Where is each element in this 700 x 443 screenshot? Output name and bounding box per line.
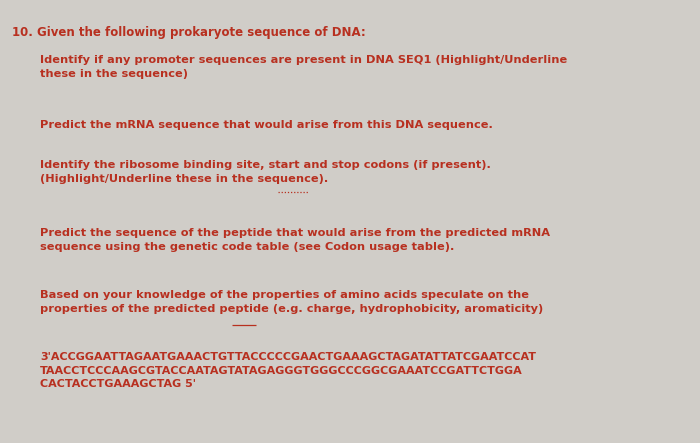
Text: 3'ACCGGAATTAGAATGAAACTGTTACCCCCGAACTGAAAGCTAGATATTATCGAATCCAT
TAACCTCCCAAGCGTACC: 3'ACCGGAATTAGAATGAAACTGTTACCCCCGAACTGAAA… bbox=[40, 352, 536, 389]
Text: Identify the ribosome binding site, start and stop codons (if present).
(Highlig: Identify the ribosome binding site, star… bbox=[40, 160, 491, 183]
Text: Predict the sequence of the peptide that would arise from the predicted mRNA
seq: Predict the sequence of the peptide that… bbox=[40, 228, 550, 252]
Text: Identify if any promoter sequences are present in DNA SEQ1 (Highlight/Underline
: Identify if any promoter sequences are p… bbox=[40, 55, 567, 78]
Text: Predict the mRNA sequence that would arise from this DNA sequence.: Predict the mRNA sequence that would ari… bbox=[40, 120, 493, 130]
Text: 10. Given the following prokaryote sequence of DNA:: 10. Given the following prokaryote seque… bbox=[12, 26, 365, 39]
Text: Based on your knowledge of the properties of amino acids speculate on the
proper: Based on your knowledge of the propertie… bbox=[40, 290, 543, 314]
